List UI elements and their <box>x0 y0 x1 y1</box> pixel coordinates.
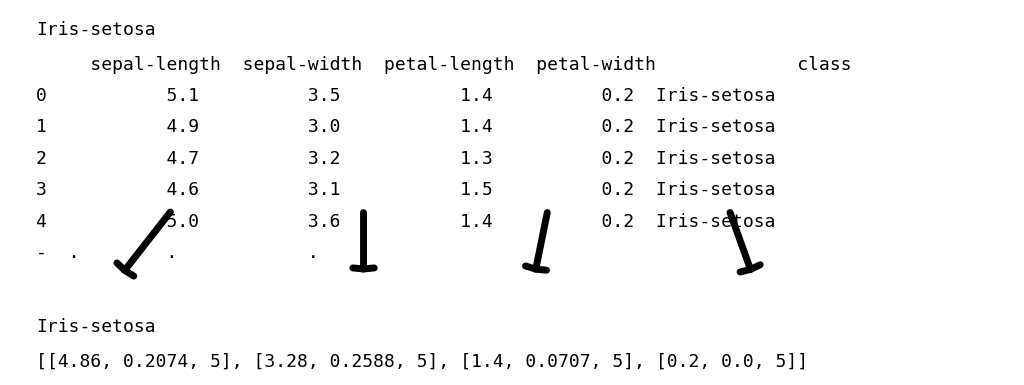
Text: -  .        .            .: - . . . <box>36 244 318 263</box>
Text: Iris-setosa: Iris-setosa <box>36 21 156 39</box>
Text: sepal-length  sepal-width  petal-length  petal-width             class: sepal-length sepal-width petal-length pe… <box>36 56 852 74</box>
Text: [[4.86, 0.2074, 5], [3.28, 0.2588, 5], [1.4, 0.0707, 5], [0.2, 0.0, 5]]: [[4.86, 0.2074, 5], [3.28, 0.2588, 5], [… <box>36 352 808 370</box>
Text: 2           4.7          3.2           1.3          0.2  Iris-setosa: 2 4.7 3.2 1.3 0.2 Iris-setosa <box>36 150 775 168</box>
Text: 1           4.9          3.0           1.4          0.2  Iris-setosa: 1 4.9 3.0 1.4 0.2 Iris-setosa <box>36 118 775 136</box>
Text: 3           4.6          3.1           1.5          0.2  Iris-setosa: 3 4.6 3.1 1.5 0.2 Iris-setosa <box>36 181 775 199</box>
Text: 4           5.0          3.6           1.4          0.2  Iris-setosa: 4 5.0 3.6 1.4 0.2 Iris-setosa <box>36 213 775 231</box>
Text: Iris-setosa: Iris-setosa <box>36 318 156 336</box>
Text: 0           5.1          3.5           1.4          0.2  Iris-setosa: 0 5.1 3.5 1.4 0.2 Iris-setosa <box>36 87 775 105</box>
